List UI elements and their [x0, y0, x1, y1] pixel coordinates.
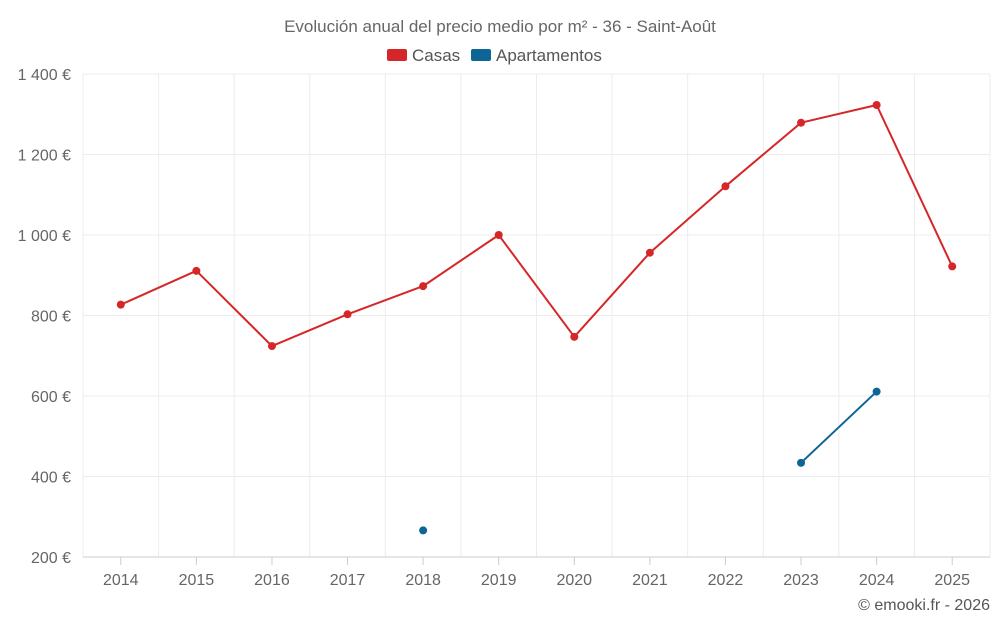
series-line-segment-casas [724, 121, 803, 188]
data-point-casas[interactable] [645, 248, 654, 257]
data-point-casas[interactable] [797, 118, 806, 127]
legend-swatch-apartamentos [471, 49, 491, 61]
data-point-casas[interactable] [494, 231, 503, 239]
y-tick-label: 200 € [31, 550, 71, 567]
series-line-segment-casas [119, 269, 198, 306]
x-tick-label: 2015 [179, 572, 215, 589]
y-tick-label: 400 € [31, 470, 71, 487]
x-tick-label: 2017 [330, 572, 366, 589]
series-line-segment-casas [346, 285, 425, 316]
x-tick-label: 2023 [783, 572, 819, 589]
x-tick-label: 2025 [934, 572, 970, 589]
x-tick-label: 2016 [254, 572, 290, 589]
axes: 200 € 400 € 600 € 800 € 1 000 € 1 200 € 1 400 … [18, 67, 990, 589]
y-tick-label: 600 € [31, 389, 71, 406]
x-tick-label: 2024 [859, 572, 895, 589]
data-point-casas[interactable] [267, 342, 276, 351]
data-point-casas[interactable] [721, 182, 730, 191]
x-tick-label: 2021 [632, 572, 668, 589]
data-point-apartamentos[interactable] [797, 458, 806, 467]
data-point-casas[interactable] [570, 332, 579, 341]
x-tick-label: 2018 [405, 572, 441, 589]
legend-item-casas[interactable]: Casas [387, 46, 460, 65]
series-casas [116, 100, 957, 351]
series-line-segment-casas [875, 103, 954, 268]
data-point-casas[interactable] [343, 310, 352, 319]
y-tick-label: 1 000 € [18, 228, 71, 245]
gridlines [82, 73, 991, 557]
chart-title: Evolución anual del precio medio por m² … [284, 17, 716, 36]
series-line-segment-casas [195, 269, 273, 348]
legend-swatch-casas [387, 49, 407, 61]
series [116, 100, 957, 535]
legend: Casas Apartamentos [387, 46, 602, 65]
series-apartamentos [419, 387, 881, 535]
x-tick-label: 2014 [103, 572, 139, 589]
series-line-segment-casas [800, 103, 878, 124]
legend-item-apartamentos[interactable]: Apartamentos [471, 46, 602, 65]
series-line-segment-casas [497, 234, 576, 338]
data-point-apartamentos[interactable] [419, 526, 428, 535]
y-tick-label: 1 400 € [18, 67, 71, 84]
legend-label-casas: Casas [412, 46, 460, 65]
credit-text: © emooki.fr - 2026 [858, 597, 990, 614]
series-line-segment-casas [648, 185, 727, 254]
data-point-casas[interactable] [872, 100, 881, 109]
data-point-casas[interactable] [116, 300, 125, 309]
series-line-segment-apartamentos [800, 390, 878, 464]
x-tick-label: 2019 [481, 572, 517, 589]
data-point-casas[interactable] [192, 266, 201, 275]
data-point-casas[interactable] [948, 262, 957, 271]
data-point-apartamentos[interactable] [872, 387, 881, 396]
y-tick-label: 1 200 € [18, 148, 71, 165]
series-line-segment-casas [573, 251, 651, 338]
series-line-segment-casas [422, 234, 500, 288]
x-tick-label: 2020 [556, 572, 592, 589]
data-point-casas[interactable] [419, 282, 428, 291]
x-tick-label: 2022 [708, 572, 744, 589]
y-tick-label: 800 € [31, 309, 71, 326]
legend-label-apartamentos: Apartamentos [496, 46, 602, 65]
series-line-segment-casas [270, 313, 349, 348]
